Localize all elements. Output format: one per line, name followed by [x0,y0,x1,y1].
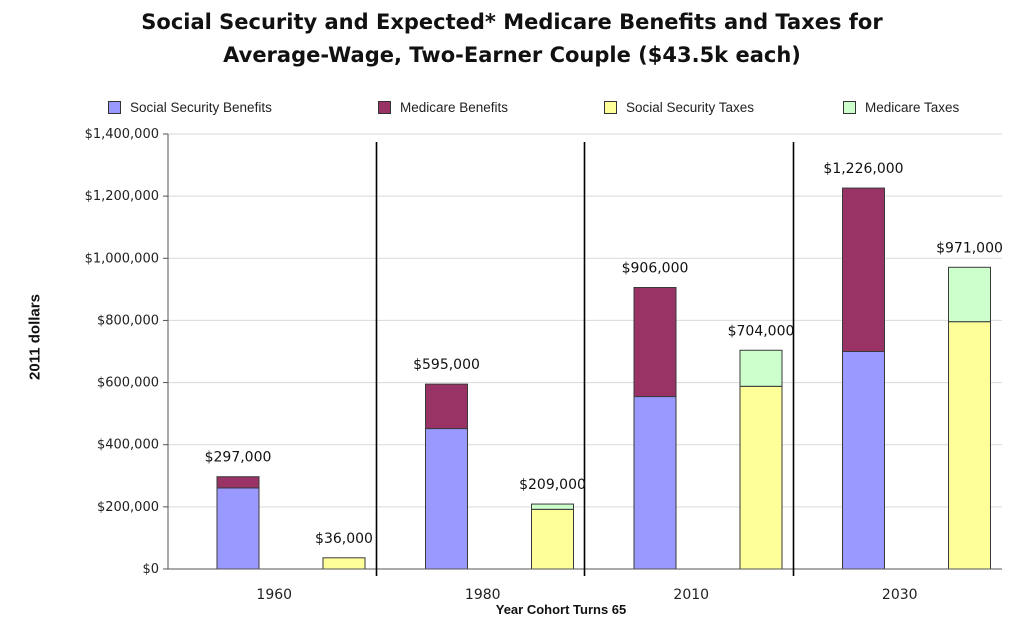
y-tick-label: $200,000 [97,500,159,515]
total-label-benefits-2030: $1,226,000 [823,161,903,177]
bar-medicare-taxes-1980 [531,503,574,510]
x-tick-label: 1960 [256,587,292,603]
legend-swatch-social-security-taxes [604,101,617,114]
legend-swatch-medicare-taxes [843,101,856,114]
y-tick-label: $800,000 [97,313,159,328]
data-labels: $297,000 $36,000 $595,000 $209,000 $906,000 $… [205,161,1003,547]
bar-social-security-benefits-1960 [216,487,260,570]
y-tick-label: $600,000 [97,376,159,391]
legend-item-medicare-taxes: Medicare Taxes [843,100,959,115]
x-tick-label: 1980 [465,587,501,603]
y-tick-label: $1,400,000 [85,127,159,142]
bar-medicare-benefits-1980 [425,383,468,430]
legend-swatch-social-security-benefits [108,101,121,114]
bar-social-security-taxes-1980 [531,508,574,570]
legend: Social Security Benefits Medicare Benefi… [100,100,1000,122]
chart-title-line-2: Average-Wage, Two-Earner Couple ($43.5k … [223,43,801,67]
legend-label-medicare-taxes: Medicare Taxes [865,100,960,115]
legend-label-social-security-benefits: Social Security Benefits [130,100,272,115]
bar-social-security-taxes-2030 [948,321,991,570]
total-label-taxes-1960: $36,000 [315,531,373,547]
total-label-benefits-1960: $297,000 [205,450,272,466]
bar-medicare-taxes-2030 [948,266,991,323]
chart-title: Social Security and Expected* Medicare B… [0,6,1024,72]
y-tick-label: $1,000,000 [85,251,159,266]
bar-medicare-benefits-2010 [633,286,677,398]
bar-social-security-benefits-2030 [842,351,885,570]
total-label-taxes-2010: $704,000 [728,323,795,339]
bar-medicare-taxes-2010 [739,349,783,387]
total-label-taxes-2030: $971,000 [936,240,1003,256]
legend-item-social-security-taxes: Social Security Taxes [604,100,754,115]
legend-item-social-security-benefits: Social Security Benefits [108,100,272,115]
axes: $0 $200,000 $400,000 $600,000 $800,000 $1,000… [85,127,1002,603]
total-label-taxes-1980: $209,000 [519,477,586,493]
chart-title-line-1: Social Security and Expected* Medicare B… [141,10,883,34]
y-tick-label: $400,000 [97,438,159,453]
bars [216,187,991,570]
total-label-benefits-1980: $595,000 [413,357,480,373]
x-tick-label: 2010 [673,587,709,603]
footnote-cropped [0,624,1024,632]
bar-social-security-taxes-1960 [322,557,366,570]
x-axis-title: Year Cohort Turns 65 [495,602,627,617]
legend-item-medicare-benefits: Medicare Benefits [378,100,508,115]
bar-social-security-benefits-1980 [425,428,468,570]
total-label-benefits-2010: $906,000 [622,260,689,276]
x-tick-label: 2030 [882,587,918,603]
bar-social-security-taxes-2010 [739,385,783,570]
bar-medicare-benefits-1960 [216,476,260,489]
legend-swatch-medicare-benefits [378,101,391,114]
legend-label-social-security-taxes: Social Security Taxes [626,100,755,115]
y-tick-label: $1,200,000 [85,189,159,204]
y-axis-title: 2011 dollars [26,294,44,380]
legend-label-medicare-benefits: Medicare Benefits [400,100,509,115]
bar-social-security-benefits-2010 [633,396,677,570]
bar-medicare-benefits-2030 [842,187,885,352]
y-tick-label: $0 [142,562,159,577]
